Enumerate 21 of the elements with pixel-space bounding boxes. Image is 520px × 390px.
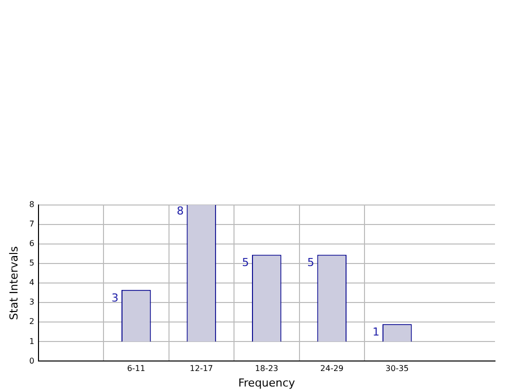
x-tick-label: 6-11 <box>127 364 146 374</box>
x-tick-label: 30-35 <box>386 364 409 374</box>
y-tick-label: 3 <box>29 298 34 307</box>
x-tick-label: 12-17 <box>190 364 214 374</box>
y-tick-label: 6 <box>29 239 34 248</box>
data-label: 8 <box>176 204 184 218</box>
data-label: 1 <box>372 325 380 338</box>
data-label: 5 <box>242 256 249 270</box>
y-tick-label: 1 <box>29 336 34 346</box>
y-tick-label: 4 <box>29 278 34 288</box>
data-label: 3 <box>111 291 118 304</box>
y-tick-label: 7 <box>29 220 34 229</box>
y-tick-label: 0 <box>29 356 34 366</box>
y-tick-label: 2 <box>29 317 34 326</box>
data-label: 5 <box>307 256 314 270</box>
y-tick-label: 8 <box>29 200 34 210</box>
x-tick-label: 18-23 <box>255 364 278 374</box>
x-tick-label: 24-29 <box>320 364 344 374</box>
y-axis-title: Stat Intervals <box>7 246 20 320</box>
y-tick-label: 5 <box>29 258 34 268</box>
x-axis-title: Frequency <box>238 376 296 390</box>
